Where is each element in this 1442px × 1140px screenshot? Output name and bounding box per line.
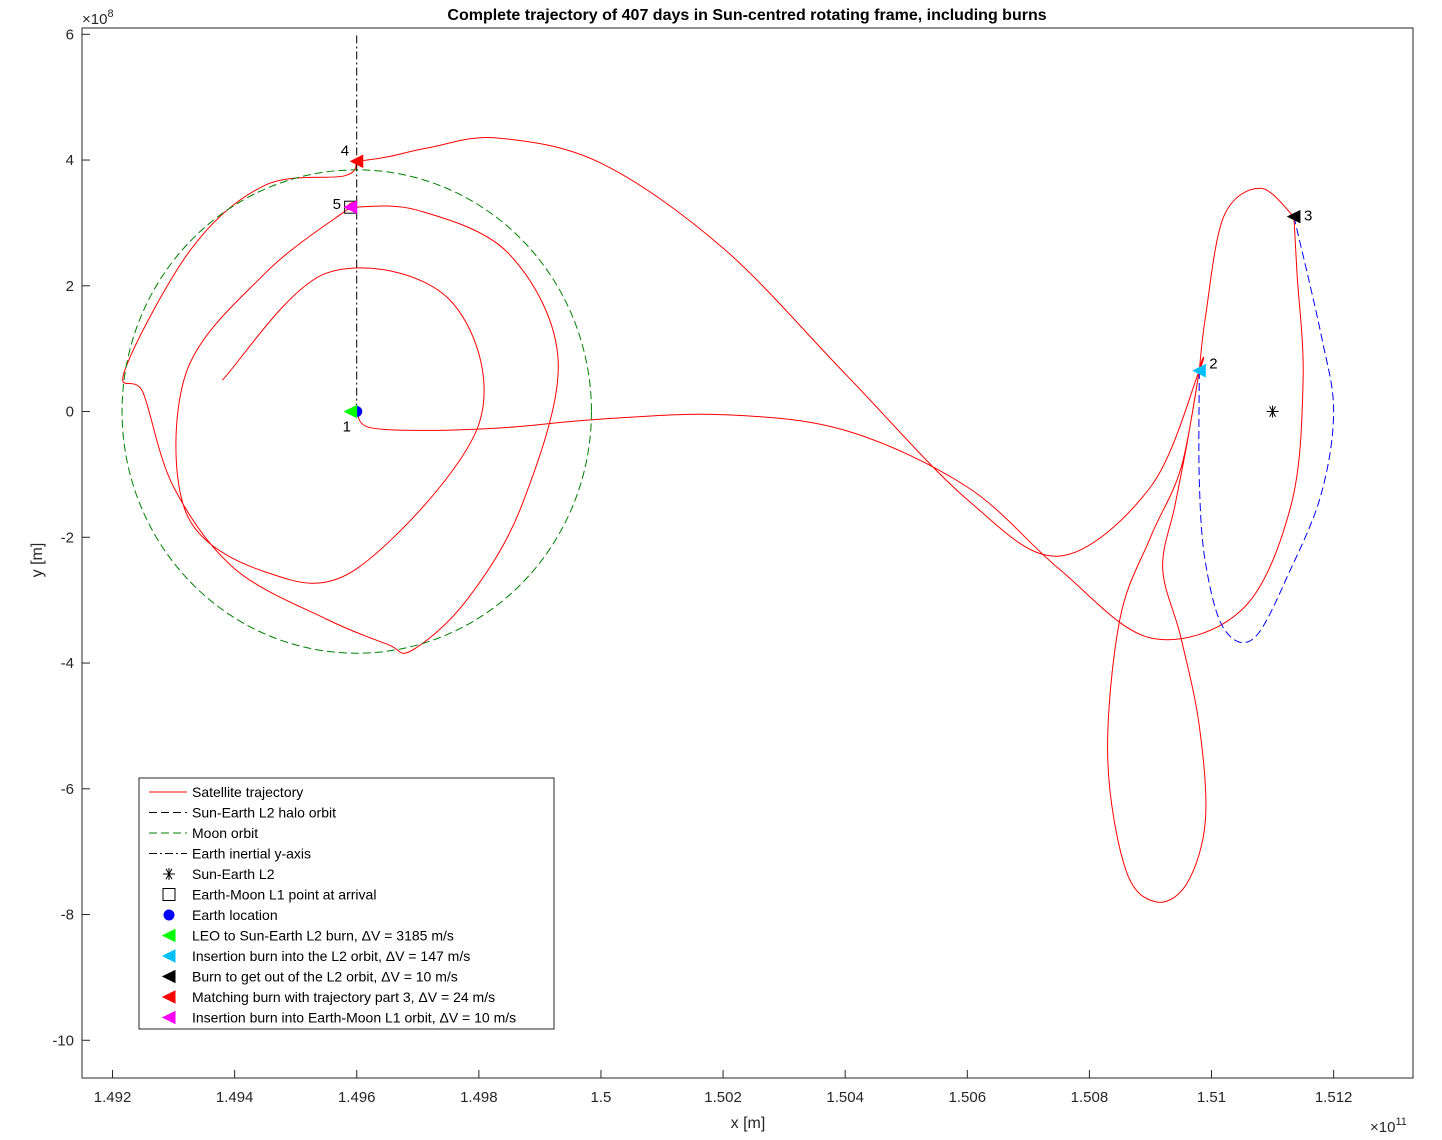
x-exponent-power: 11	[1395, 1116, 1406, 1128]
x-tick-label: 1.512	[1315, 1089, 1353, 1106]
x-tick-label: 1.5	[591, 1089, 612, 1106]
legend-swatch	[161, 1010, 176, 1025]
x-exponent: ×1011	[1370, 1116, 1407, 1136]
y-exponent: ×108	[82, 8, 114, 28]
y-tick-label: 6	[66, 26, 74, 43]
y-tick-label: -6	[61, 781, 74, 798]
x-tick-label: 1.508	[1071, 1089, 1109, 1106]
burn-label: 5	[333, 196, 341, 213]
burn-label: 4	[341, 142, 349, 159]
x-tick-label: 1.492	[94, 1089, 132, 1106]
x-tick-label: 1.494	[216, 1089, 254, 1106]
legend-swatch	[161, 990, 176, 1004]
series-line	[1198, 216, 1335, 644]
plot-area	[81, 27, 1414, 1079]
plot-markers: 1 2 3 4 5	[333, 142, 1313, 435]
legend-swatch	[161, 928, 176, 943]
marker-triangle-left	[343, 404, 358, 419]
x-tick-label: 1.498	[460, 1089, 498, 1106]
x-tick-label: 1.506	[949, 1089, 987, 1106]
chart-title: Complete trajectory of 407 days in Sun-c…	[447, 7, 1046, 24]
x-tick-label: 1.51	[1197, 1089, 1226, 1106]
plot-series	[121, 34, 1335, 903]
legend-box	[138, 777, 555, 1030]
y-tick-label: -2	[61, 529, 74, 546]
y-tick-label: 2	[66, 278, 74, 295]
x-axis-label: x [m]	[731, 1115, 766, 1132]
y-tick-label: -4	[61, 655, 74, 672]
burn-label: 3	[1304, 208, 1312, 225]
legend-entry: Satellite trajectory	[192, 784, 303, 800]
y-exponent-base: ×10	[82, 11, 107, 28]
y-tick-label: 0	[66, 404, 74, 421]
legend-entry: Earth inertial y-axis	[192, 846, 311, 862]
x-tick-label: 1.502	[704, 1089, 742, 1106]
y-exponent-power: 8	[107, 8, 113, 20]
y-tick-label: -8	[61, 907, 74, 924]
legend-entry: Sun-Earth L2	[192, 866, 275, 882]
x-tick-label: 1.496	[338, 1089, 376, 1106]
legend-entry: Sun-Earth L2 halo orbit	[192, 805, 336, 821]
y-axis-label: y [m]	[29, 543, 46, 578]
x-exponent-base: ×10	[1370, 1119, 1395, 1136]
legend-swatch	[162, 888, 176, 901]
legend-entry: Earth location	[192, 907, 278, 923]
y-tick-label: 4	[66, 152, 74, 169]
series-line	[122, 137, 1304, 903]
legend-entry: Burn to get out of the L2 orbit, ΔV = 10…	[192, 969, 458, 985]
marker-asterisk	[1266, 405, 1279, 418]
legend-entry: Insertion burn into Earth-Moon L1 orbit,…	[192, 1010, 516, 1026]
legend-swatch	[163, 909, 175, 921]
legend-entry: Earth-Moon L1 point at arrival	[192, 887, 376, 903]
y-tick-label: -10	[52, 1032, 74, 1049]
legend-swatch	[161, 969, 176, 984]
legend-swatch	[161, 949, 176, 963]
marker-triangle-left	[343, 200, 358, 215]
marker-triangle-left	[1286, 209, 1301, 224]
legend-entry: Insertion burn into the L2 orbit, ΔV = 1…	[192, 948, 470, 964]
legend-entry: Matching burn with trajectory part 3, ΔV…	[192, 989, 495, 1005]
legend-entry: Moon orbit	[192, 825, 258, 841]
marker-triangle-left	[349, 154, 364, 169]
legend-entry: LEO to Sun-Earth L2 burn, ΔV = 3185 m/s	[192, 928, 454, 944]
burn-label: 1	[343, 419, 351, 436]
legend: Satellite trajectory Sun-Earth L2 halo or…	[138, 777, 555, 1030]
marker-triangle-left	[1192, 363, 1206, 378]
x-tick-label: 1.504	[826, 1089, 864, 1106]
axes: 1.492 1.494 1.496 1.498 1.5 1.502 1.504 1.506 1.…	[52, 26, 1352, 1106]
legend-swatch	[163, 868, 175, 880]
burn-label: 2	[1209, 356, 1217, 373]
